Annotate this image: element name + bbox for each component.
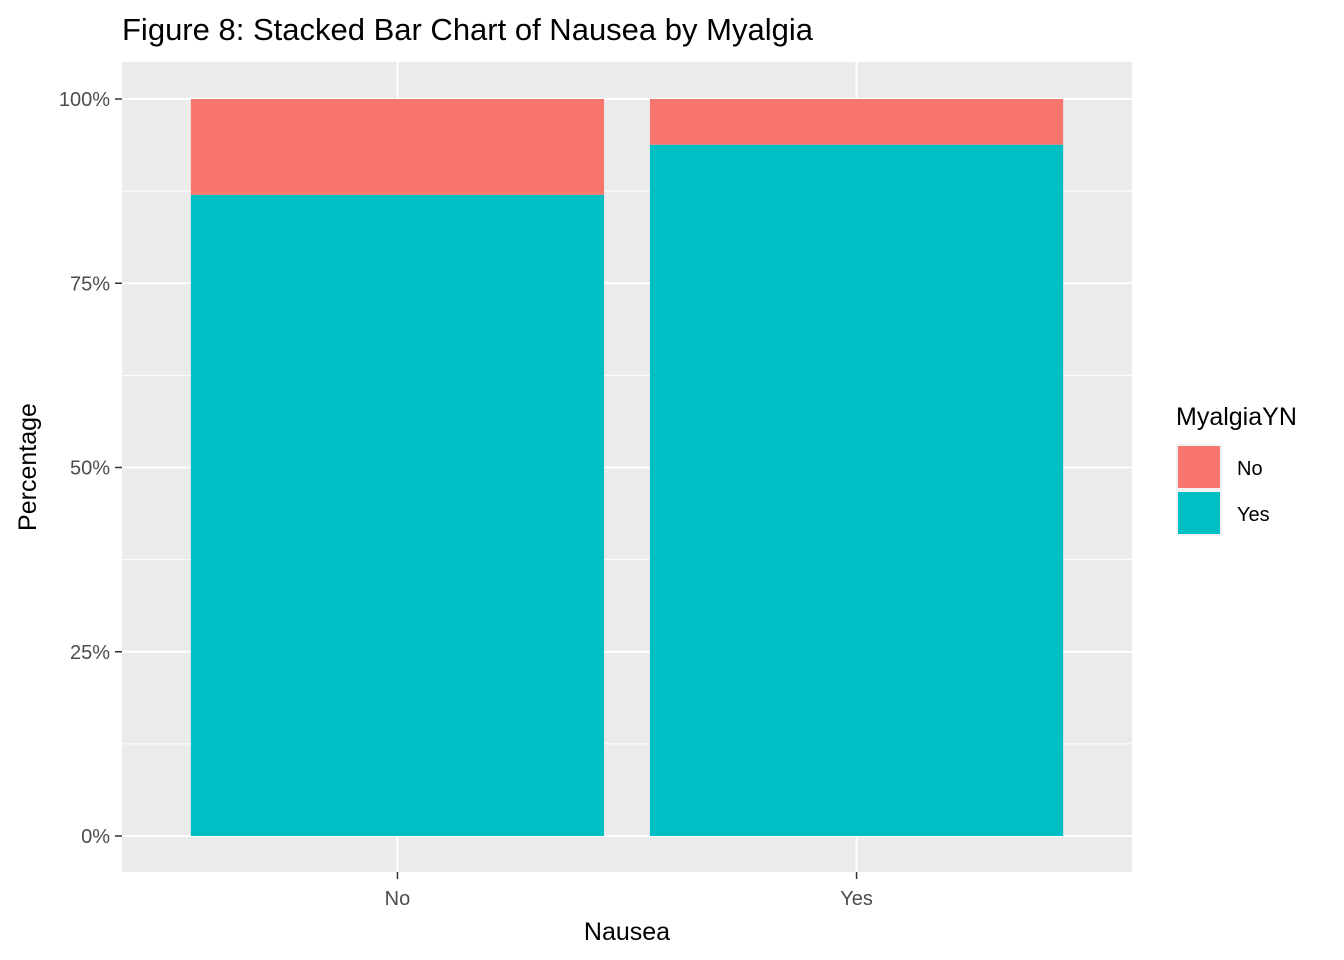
legend-title: MyalgiaYN [1176,403,1297,431]
x-axis-title: Nausea [584,918,670,946]
y-tick-label: 75% [70,273,110,295]
bar-yes-yes [649,144,1064,837]
bars [190,99,1064,837]
bar-no-no [190,99,605,195]
bar-no-yes [190,194,605,836]
legend-label-no: No [1237,458,1263,480]
y-axis: 0% 25% 50% 75% 100% [59,89,122,848]
legend-swatch-no [1178,446,1220,488]
legend: MyalgiaYN No Yes [1176,403,1297,536]
y-axis-title: Percentage [14,403,42,531]
legend-label-yes: Yes [1237,504,1270,526]
chart-title: Figure 8: Stacked Bar Chart of Nausea by… [122,12,814,47]
y-tick-label: 25% [70,642,110,664]
bar-yes-no [649,99,1064,145]
y-tick-label: 100% [59,89,110,111]
legend-swatch-yes [1178,492,1220,534]
x-axis: No Yes [385,872,873,910]
y-tick-label: 50% [70,458,110,480]
x-tick-label: No [385,888,411,910]
x-tick-label: Yes [840,888,873,910]
y-tick-label: 0% [81,826,110,848]
